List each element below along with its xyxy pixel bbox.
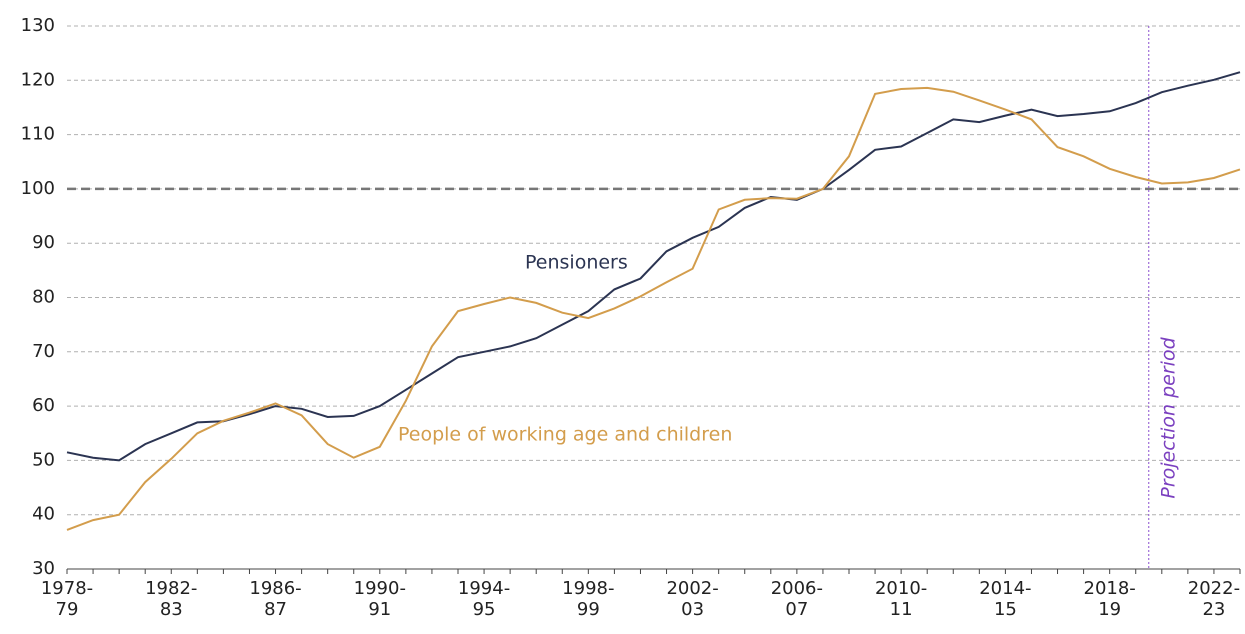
x-tick-label: 1986-87 [249,578,301,620]
y-tick-label: 80 [32,287,55,308]
x-tick-label: 2022-23 [1188,578,1240,620]
series-label: People of working age and children [398,424,732,446]
x-tick-label: 1994-95 [458,578,510,620]
x-tick-label: 2006-07 [771,578,823,620]
x-tick-label: 2010-11 [875,578,927,620]
x-tick-label: 2018-19 [1084,578,1136,620]
x-tick-label: 1990-91 [354,578,406,620]
series-line [66,86,1241,531]
y-tick-label: 70 [32,341,55,362]
y-tick-label: 50 [32,449,55,470]
series-label: Pensioners [525,252,628,274]
y-tick-label: 120 [21,69,55,90]
x-tick-label: 2014-15 [979,578,1031,620]
y-tick-label: 90 [32,232,55,253]
y-tick-label: 60 [32,395,55,416]
x-tick-label: 2002-03 [666,578,718,620]
x-tick-label: 1998-99 [562,578,614,620]
y-tick-label: 30 [32,558,55,579]
y-tick-label: 100 [21,178,55,199]
series-line [66,71,1241,462]
y-tick-label: 40 [32,504,55,525]
y-tick-label: 110 [21,124,55,145]
projection-label: Projection period [1157,336,1179,498]
y-tick-label: 130 [21,15,55,36]
x-tick-label: 1978-79 [41,578,93,620]
x-tick-label: 1982-83 [145,578,197,620]
